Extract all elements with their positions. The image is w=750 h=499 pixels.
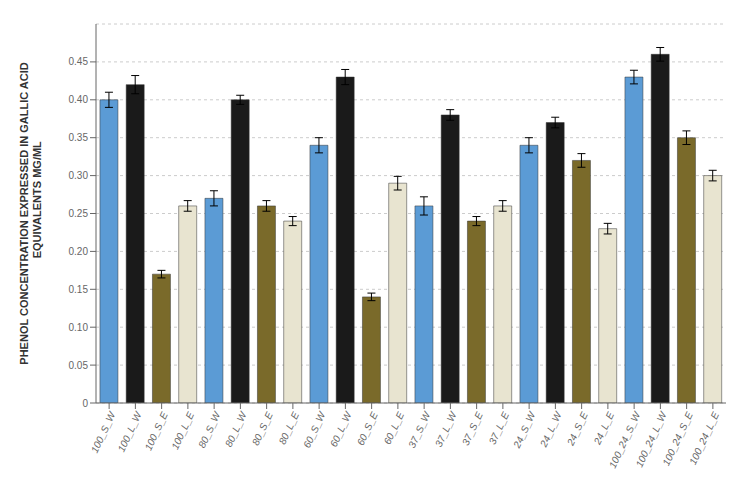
svg-text:100_L_E: 100_L_E bbox=[169, 410, 196, 451]
svg-text:100_24_L_W: 100_24_L_W bbox=[633, 410, 669, 469]
svg-text:100_L_W: 100_L_W bbox=[116, 409, 145, 454]
svg-text:24_S_W: 24_S_W bbox=[511, 409, 538, 451]
svg-text:60_L_W: 60_L_W bbox=[328, 409, 354, 449]
svg-text:60_L_E: 60_L_E bbox=[382, 410, 407, 446]
svg-text:37_S_W: 37_S_W bbox=[406, 409, 433, 450]
svg-text:80_S_E: 80_S_E bbox=[250, 410, 275, 447]
svg-text:0.05: 0.05 bbox=[69, 360, 89, 371]
svg-text:PHENOL CONCENTRATION EXPRESSED: PHENOL CONCENTRATION EXPRESSED IN GALLIC… bbox=[18, 62, 43, 364]
svg-text:0.20: 0.20 bbox=[69, 246, 89, 257]
svg-text:0.10: 0.10 bbox=[69, 322, 89, 333]
svg-text:100_S_E: 100_S_E bbox=[143, 410, 170, 452]
svg-text:100_S_W: 100_S_W bbox=[89, 409, 118, 455]
svg-text:0.30: 0.30 bbox=[69, 170, 89, 181]
svg-text:0.25: 0.25 bbox=[69, 208, 89, 219]
svg-text:100_24_L_E: 100_24_L_E bbox=[687, 410, 721, 466]
svg-text:80_L_W: 80_L_W bbox=[223, 409, 249, 449]
svg-text:37_L_W: 37_L_W bbox=[433, 409, 459, 449]
svg-text:37_S_E: 37_S_E bbox=[460, 410, 485, 447]
svg-text:24_S_E: 24_S_E bbox=[564, 410, 590, 448]
svg-text:0.15: 0.15 bbox=[69, 284, 89, 295]
svg-text:0.35: 0.35 bbox=[69, 132, 89, 143]
svg-text:80_S_W: 80_S_W bbox=[196, 409, 223, 450]
svg-text:80_L_E: 80_L_E bbox=[277, 410, 302, 446]
svg-text:37_L_E: 37_L_E bbox=[487, 410, 512, 446]
svg-text:100_24_S_W: 100_24_S_W bbox=[606, 410, 643, 470]
svg-text:60_S_W: 60_S_W bbox=[301, 409, 328, 450]
svg-text:100_24_S_E: 100_24_S_E bbox=[660, 410, 695, 468]
svg-text:60_S_E: 60_S_E bbox=[355, 410, 380, 447]
svg-text:24_L_W: 24_L_W bbox=[537, 409, 564, 450]
svg-text:0: 0 bbox=[82, 398, 88, 409]
svg-text:0.45: 0.45 bbox=[69, 56, 89, 67]
svg-text:0.40: 0.40 bbox=[69, 94, 89, 105]
svg-text:24_L_E: 24_L_E bbox=[591, 410, 616, 447]
